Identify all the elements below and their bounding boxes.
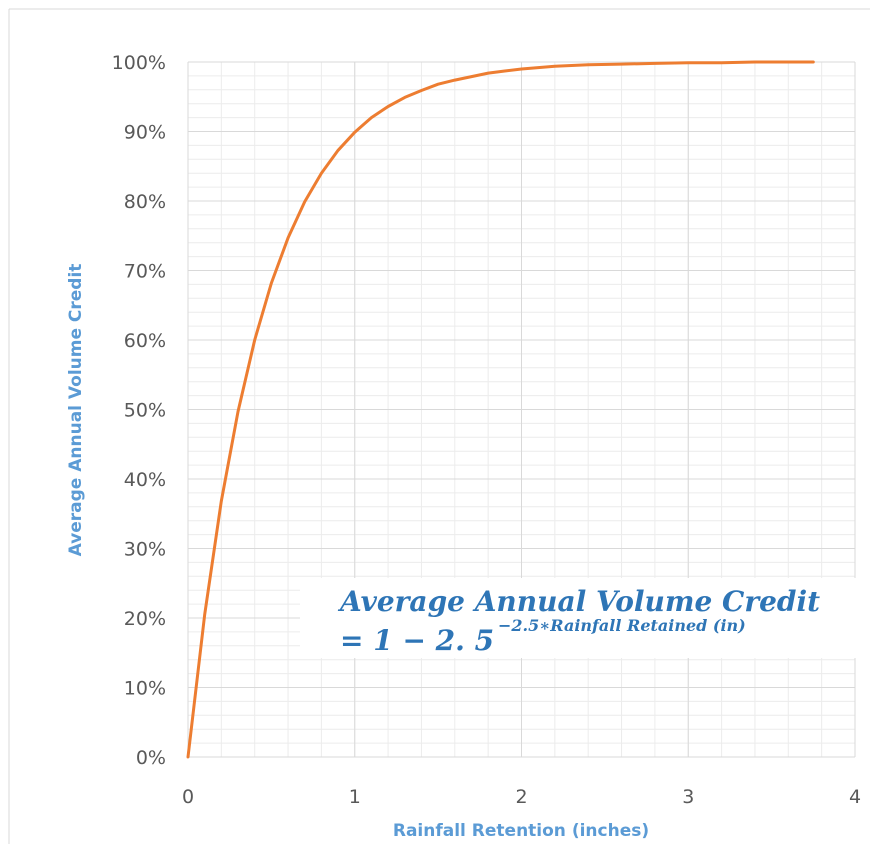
y-tick-label: 80% (124, 191, 166, 213)
formula-line1: Average Annual Volume Credit (337, 585, 820, 618)
y-tick-label: 40% (124, 469, 166, 491)
series-group (186, 60, 815, 759)
series-line (186, 60, 815, 759)
x-tick-label: 2 (515, 786, 527, 808)
x-tick-label: 3 (682, 786, 694, 808)
x-tick-label: 4 (849, 786, 861, 808)
y-tick-label: 0% (136, 747, 166, 769)
x-tick-label: 1 (349, 786, 361, 808)
y-tick-label: 30% (124, 539, 166, 561)
y-tick-label: 90% (124, 122, 166, 144)
y-tick-label: 70% (124, 261, 166, 283)
x-tick-label: 0 (182, 786, 194, 808)
x-axis-title: Rainfall Retention (inches) (393, 821, 649, 841)
y-tick-label: 20% (124, 608, 166, 630)
y-tick-label: 60% (124, 330, 166, 352)
formula-exponent: −2.5∗Rainfall Retained (in) (498, 616, 746, 635)
y-tick-label: 10% (124, 678, 166, 700)
formula-line2: = 1 − 2. 5 (340, 624, 494, 657)
x-axis-tick-labels: 0 1 2 3 4 (182, 786, 861, 808)
y-tick-label: 50% (124, 400, 166, 422)
y-axis-title: Average Annual Volume Credit (66, 264, 86, 557)
y-tick-label: 100% (112, 52, 166, 74)
formula-box (300, 578, 860, 658)
y-axis-tick-labels: 0% 10% 20% 30% 40% 50% 60% 70% 80% 90% 100% (112, 52, 166, 769)
